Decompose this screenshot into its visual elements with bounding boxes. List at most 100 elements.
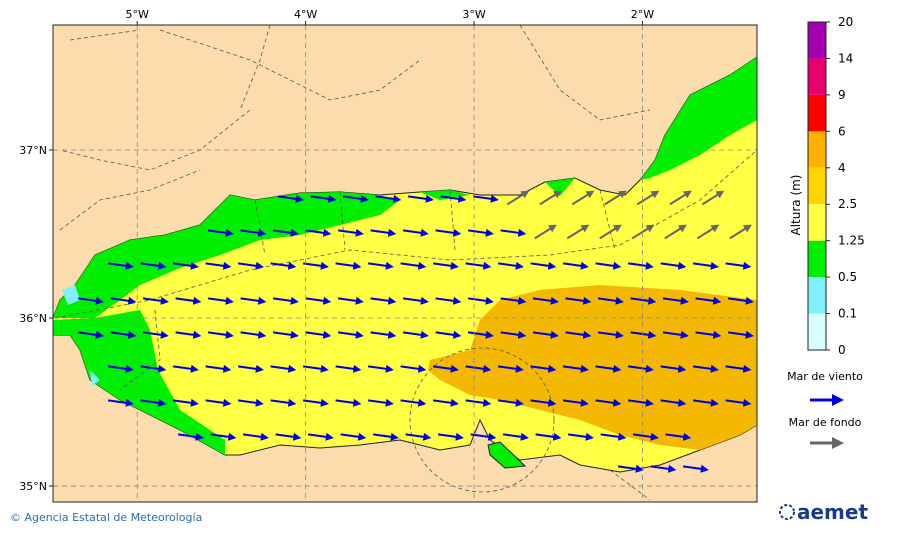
arrow-shaft: [107, 262, 129, 268]
y-tick-label: 35°N: [19, 480, 47, 493]
arrow-head: [327, 194, 337, 203]
arrow-head: [745, 330, 754, 339]
arrow-head: [482, 261, 492, 270]
wind-arrow: [595, 261, 622, 270]
wind-arrow: [140, 398, 167, 407]
wind-arrow: [727, 296, 754, 305]
swell-arrow: [631, 224, 655, 240]
arrow-shaft: [539, 192, 558, 206]
arrow-shaft: [272, 297, 294, 303]
wind-arrow: [660, 398, 687, 407]
wind-arrow: [177, 432, 204, 441]
arrow-shaft: [270, 365, 291, 371]
arrow-shaft: [400, 399, 421, 405]
arrow-head: [550, 330, 559, 339]
wind-arrow: [595, 398, 622, 407]
arrow-shaft: [177, 433, 199, 439]
arrow-shaft: [530, 262, 551, 268]
arrow-shaft: [277, 195, 299, 201]
wind-arrow: [692, 364, 719, 373]
wind-arrow: [270, 261, 297, 270]
arrow-shaft: [565, 297, 586, 303]
arrow-head: [225, 330, 234, 339]
wind-arrow: [302, 261, 329, 270]
x-tick-label: 4°W: [294, 8, 317, 21]
arrow-head: [417, 364, 427, 373]
wind-arrow: [207, 330, 234, 339]
arrow-head: [160, 330, 169, 339]
arrow-head: [647, 296, 657, 305]
arrow-shaft: [630, 331, 651, 337]
arrow-shaft: [595, 262, 616, 268]
arrow-head: [482, 364, 492, 373]
arrow-shaft: [597, 331, 619, 337]
arrow-head: [547, 398, 557, 407]
wind-arrow: [665, 432, 692, 441]
arrow-head: [225, 296, 234, 305]
arrow-shaft: [272, 229, 294, 235]
wind-arrow: [565, 330, 592, 339]
legend-label: Mar de viento: [787, 370, 863, 383]
arrow-shaft: [692, 262, 714, 268]
arrow-shaft: [627, 365, 649, 371]
wind-arrow: [337, 330, 364, 339]
arrow-head: [700, 464, 709, 473]
arrow-head: [712, 330, 722, 339]
arrow-shaft: [682, 465, 704, 471]
arrow-shaft: [472, 195, 494, 201]
arrow-shaft: [631, 226, 650, 240]
colorbar-band: [808, 277, 826, 314]
green-zone: [53, 310, 225, 455]
wind-arrow: [400, 261, 427, 270]
wind-arrow: [175, 330, 202, 339]
arrow-shaft: [242, 433, 264, 439]
arrow-head: [257, 296, 267, 305]
arrow-shaft: [407, 195, 429, 201]
arrow-head: [352, 398, 362, 407]
arrow-shaft: [435, 297, 456, 303]
wind-arrow: [727, 330, 754, 339]
colorbar-title: Altura (m): [789, 174, 803, 235]
arrow-shaft: [210, 433, 231, 439]
wind-arrow: [172, 364, 199, 373]
arrow-shaft: [660, 262, 681, 268]
arrow-shaft: [695, 331, 716, 337]
arrow-head: [617, 190, 627, 199]
arrow-head: [612, 364, 622, 373]
wind-arrow: [562, 364, 589, 373]
swell-arrow: [534, 224, 557, 240]
arrow-head: [425, 194, 434, 203]
wind-arrow: [305, 228, 332, 237]
arrow-shaft: [302, 262, 324, 268]
arrow-head: [355, 296, 364, 305]
arrow-shaft: [275, 433, 296, 439]
arrow-head: [585, 432, 594, 441]
x-tick-label: 5°W: [126, 8, 149, 21]
green-zone: [53, 192, 400, 318]
wind-arrow: [597, 330, 624, 339]
arrow-shaft: [500, 229, 521, 235]
arrow-head: [322, 228, 332, 237]
arrow-shaft: [692, 365, 714, 371]
arrow-head: [677, 261, 687, 270]
colorbar-band: [808, 313, 826, 350]
wind-arrow: [467, 228, 494, 237]
arrow-shaft: [205, 365, 226, 371]
arrow-shaft: [497, 399, 519, 405]
arrow-shaft: [340, 433, 361, 439]
wind-arrow: [400, 398, 427, 407]
wind-arrow: [270, 398, 297, 407]
wind-arrow: [600, 432, 627, 441]
wind-arrow: [692, 261, 719, 270]
swell-arrow: [604, 190, 627, 206]
arrow-head: [320, 261, 329, 270]
arrow-shaft: [342, 195, 364, 201]
arrow-head: [515, 261, 524, 270]
wind-arrow: [725, 261, 752, 270]
arrow-head: [355, 228, 364, 237]
arrows: [77, 190, 754, 473]
arrow-shaft: [692, 399, 714, 405]
wind-arrow: [662, 296, 689, 305]
arrow-shaft: [502, 433, 524, 439]
wind-arrow: [342, 194, 369, 203]
